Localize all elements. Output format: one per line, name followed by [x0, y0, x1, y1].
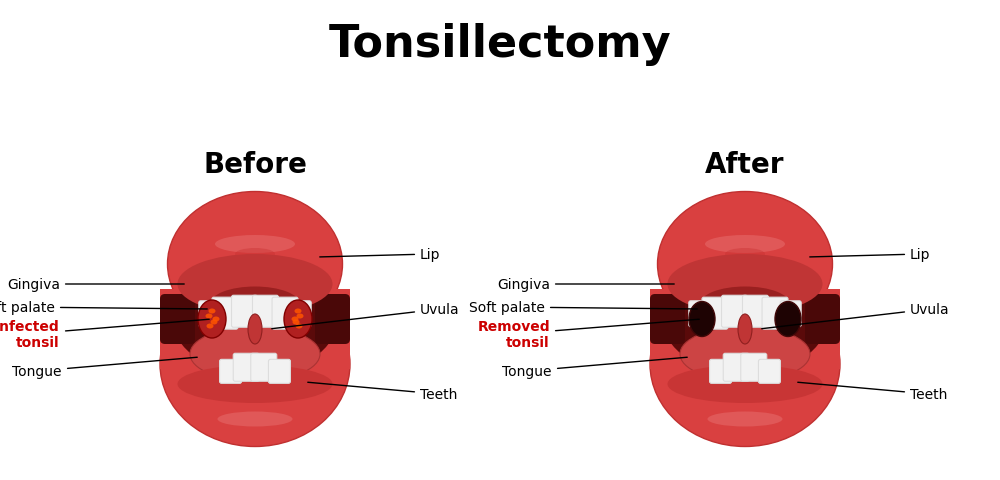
- Ellipse shape: [168, 192, 342, 337]
- Text: Teeth: Teeth: [308, 383, 457, 401]
- Ellipse shape: [212, 317, 220, 322]
- Text: Soft palate: Soft palate: [469, 300, 697, 314]
- FancyBboxPatch shape: [742, 296, 768, 327]
- FancyBboxPatch shape: [780, 301, 801, 327]
- Ellipse shape: [210, 320, 218, 325]
- Ellipse shape: [292, 320, 300, 325]
- Ellipse shape: [725, 249, 765, 261]
- Text: Infected
tonsil: Infected tonsil: [0, 319, 209, 349]
- FancyBboxPatch shape: [232, 296, 258, 327]
- Text: Tongue: Tongue: [12, 358, 197, 378]
- Ellipse shape: [215, 236, 295, 253]
- Ellipse shape: [206, 314, 212, 319]
- Ellipse shape: [738, 314, 752, 344]
- FancyBboxPatch shape: [199, 301, 220, 327]
- Ellipse shape: [650, 282, 840, 446]
- Ellipse shape: [210, 287, 300, 322]
- Text: Uvula: Uvula: [762, 302, 950, 329]
- Ellipse shape: [207, 324, 214, 329]
- Ellipse shape: [662, 264, 828, 374]
- Ellipse shape: [190, 327, 320, 382]
- FancyBboxPatch shape: [212, 298, 238, 329]
- Text: Lip: Lip: [810, 248, 930, 262]
- Ellipse shape: [248, 314, 262, 344]
- FancyBboxPatch shape: [160, 294, 195, 344]
- FancyBboxPatch shape: [233, 354, 259, 382]
- FancyBboxPatch shape: [252, 296, 278, 327]
- Ellipse shape: [205, 289, 305, 359]
- Text: Gingiva: Gingiva: [497, 277, 674, 291]
- FancyBboxPatch shape: [251, 354, 277, 382]
- Ellipse shape: [658, 192, 832, 337]
- Text: Soft palate: Soft palate: [0, 300, 207, 314]
- FancyBboxPatch shape: [220, 360, 242, 384]
- FancyBboxPatch shape: [710, 360, 732, 384]
- FancyBboxPatch shape: [758, 360, 780, 384]
- FancyBboxPatch shape: [722, 296, 748, 327]
- Text: Tonsillectomy: Tonsillectomy: [329, 24, 671, 66]
- Ellipse shape: [160, 282, 350, 446]
- Bar: [160, 289, 350, 369]
- Ellipse shape: [680, 327, 810, 382]
- Text: Tongue: Tongue: [503, 358, 687, 378]
- Text: Removed
tonsil: Removed tonsil: [477, 319, 699, 349]
- Ellipse shape: [775, 302, 801, 337]
- Ellipse shape: [668, 365, 822, 403]
- FancyBboxPatch shape: [741, 354, 767, 382]
- FancyBboxPatch shape: [272, 298, 298, 329]
- Text: After: After: [705, 151, 785, 179]
- FancyBboxPatch shape: [702, 298, 728, 329]
- FancyBboxPatch shape: [689, 301, 710, 327]
- Ellipse shape: [705, 236, 785, 253]
- Ellipse shape: [173, 264, 338, 374]
- FancyBboxPatch shape: [315, 294, 350, 344]
- FancyBboxPatch shape: [762, 298, 788, 329]
- Text: Teeth: Teeth: [798, 383, 947, 401]
- Ellipse shape: [296, 324, 302, 329]
- Ellipse shape: [292, 317, 298, 322]
- Ellipse shape: [235, 249, 275, 261]
- Ellipse shape: [689, 302, 715, 337]
- Ellipse shape: [296, 314, 304, 319]
- Bar: [650, 289, 840, 369]
- Ellipse shape: [294, 309, 302, 314]
- Ellipse shape: [218, 412, 292, 427]
- Ellipse shape: [708, 412, 782, 427]
- FancyBboxPatch shape: [805, 294, 840, 344]
- Ellipse shape: [700, 287, 790, 322]
- Text: Lip: Lip: [320, 248, 440, 262]
- FancyBboxPatch shape: [723, 354, 749, 382]
- Ellipse shape: [198, 300, 226, 338]
- Ellipse shape: [178, 254, 332, 314]
- FancyBboxPatch shape: [650, 294, 685, 344]
- Ellipse shape: [695, 289, 795, 359]
- FancyBboxPatch shape: [268, 360, 290, 384]
- Ellipse shape: [178, 365, 332, 403]
- Ellipse shape: [668, 254, 822, 314]
- Text: Before: Before: [203, 151, 307, 179]
- Ellipse shape: [208, 309, 216, 314]
- Ellipse shape: [284, 300, 312, 338]
- Text: Gingiva: Gingiva: [7, 277, 184, 291]
- FancyBboxPatch shape: [290, 301, 311, 327]
- Text: Uvula: Uvula: [272, 302, 460, 329]
